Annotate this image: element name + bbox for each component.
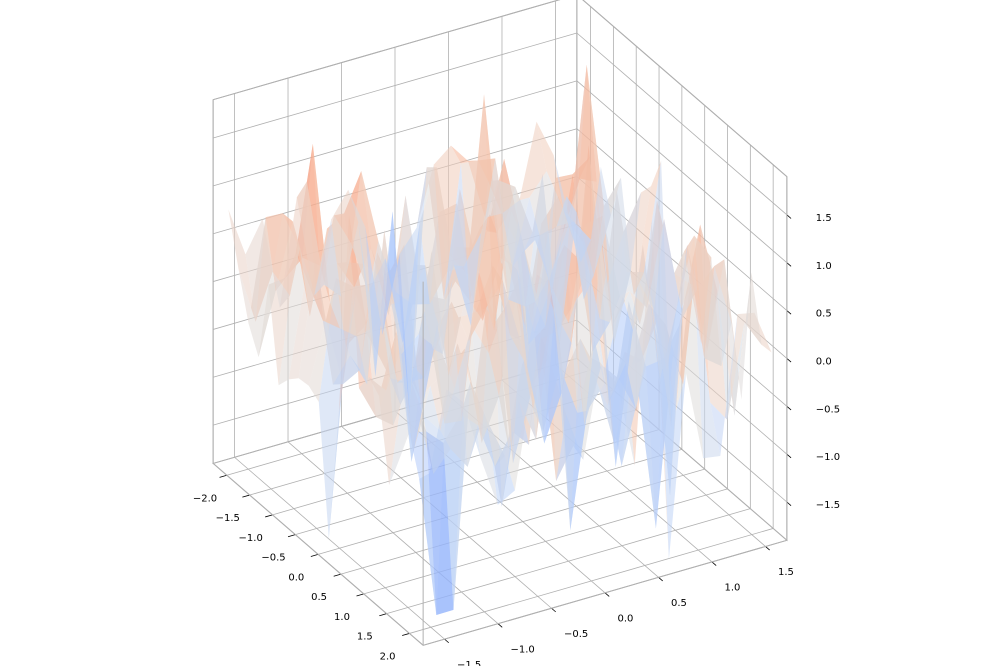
z-tick-label: 1.0: [816, 261, 832, 272]
y-tick-label: 1.5: [778, 567, 794, 578]
x-tick-label: −2.0: [193, 493, 217, 504]
y-tick-label: 1.0: [725, 583, 741, 594]
z-tick-label: 1.5: [816, 213, 832, 224]
x-tick-label: 0.0: [288, 572, 304, 583]
z-tick-label: 0.0: [816, 357, 832, 368]
x-tick-label: −1.0: [239, 533, 263, 544]
x-tick-label: 2.0: [380, 651, 396, 662]
y-tick-label: 0.0: [618, 614, 634, 625]
y-tick-label: −0.5: [564, 629, 588, 640]
z-tick-label: −0.5: [816, 404, 840, 415]
z-tick-label: 0.5: [816, 309, 832, 320]
z-tick-label: −1.5: [816, 500, 840, 511]
x-tick-label: −0.5: [261, 553, 285, 564]
chart-svg: −2.0−1.5−1.0−0.50.00.51.01.52.0−1.5−1.0−…: [0, 0, 1000, 666]
y-tick-label: −1.5: [457, 660, 481, 666]
axis-edge: [213, 463, 423, 645]
x-tick-label: 1.0: [334, 612, 350, 623]
x-tick-label: 1.5: [357, 632, 373, 643]
chart-3d-surface: −2.0−1.5−1.0−0.50.00.51.01.52.0−1.5−1.0−…: [0, 0, 1000, 666]
y-tick-label: −1.0: [511, 644, 535, 655]
x-tick-label: 0.5: [311, 592, 327, 603]
z-tick-label: −1.0: [816, 452, 840, 463]
y-tick-label: 0.5: [671, 598, 687, 609]
x-tick-label: −1.5: [216, 513, 240, 524]
surface: [228, 65, 771, 615]
